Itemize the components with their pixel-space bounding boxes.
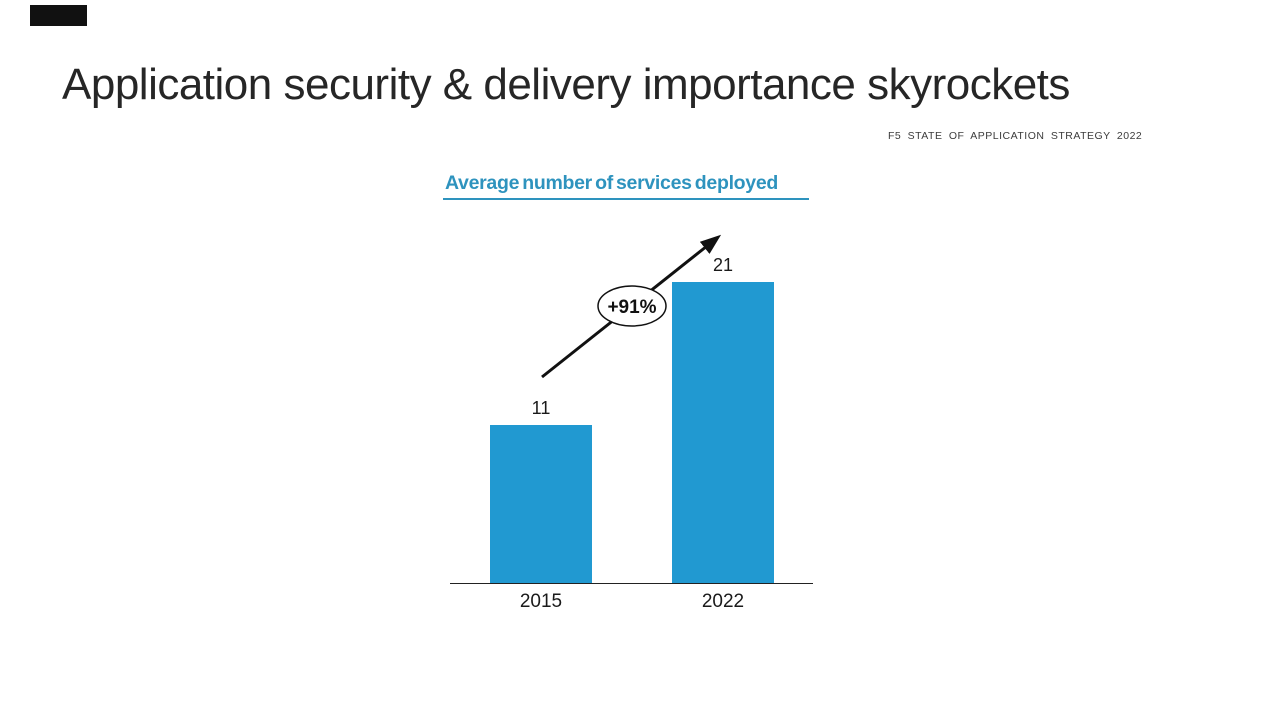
percent-badge-oval bbox=[597, 285, 667, 327]
x-axis-label-2015: 2015 bbox=[519, 591, 563, 612]
chart-title-underline: Average number of services deployed bbox=[443, 172, 809, 200]
page-title: Application security & delivery importan… bbox=[62, 60, 1070, 109]
bar-value-label-2015: 11 bbox=[531, 398, 551, 418]
bar-2015 bbox=[490, 425, 592, 583]
bar-value-label-2022: 21 bbox=[712, 255, 734, 275]
x-axis-line bbox=[450, 583, 813, 584]
source-note: F5 STATE OF APPLICATION STRATEGY 2022 bbox=[888, 130, 1143, 142]
x-axis-label-2022: 2022 bbox=[701, 591, 745, 612]
chart-title: Average number of services deployed bbox=[445, 172, 778, 194]
logo-placeholder bbox=[30, 5, 87, 26]
bar-2022 bbox=[672, 282, 774, 583]
percent-badge-label: +91% bbox=[607, 297, 656, 318]
